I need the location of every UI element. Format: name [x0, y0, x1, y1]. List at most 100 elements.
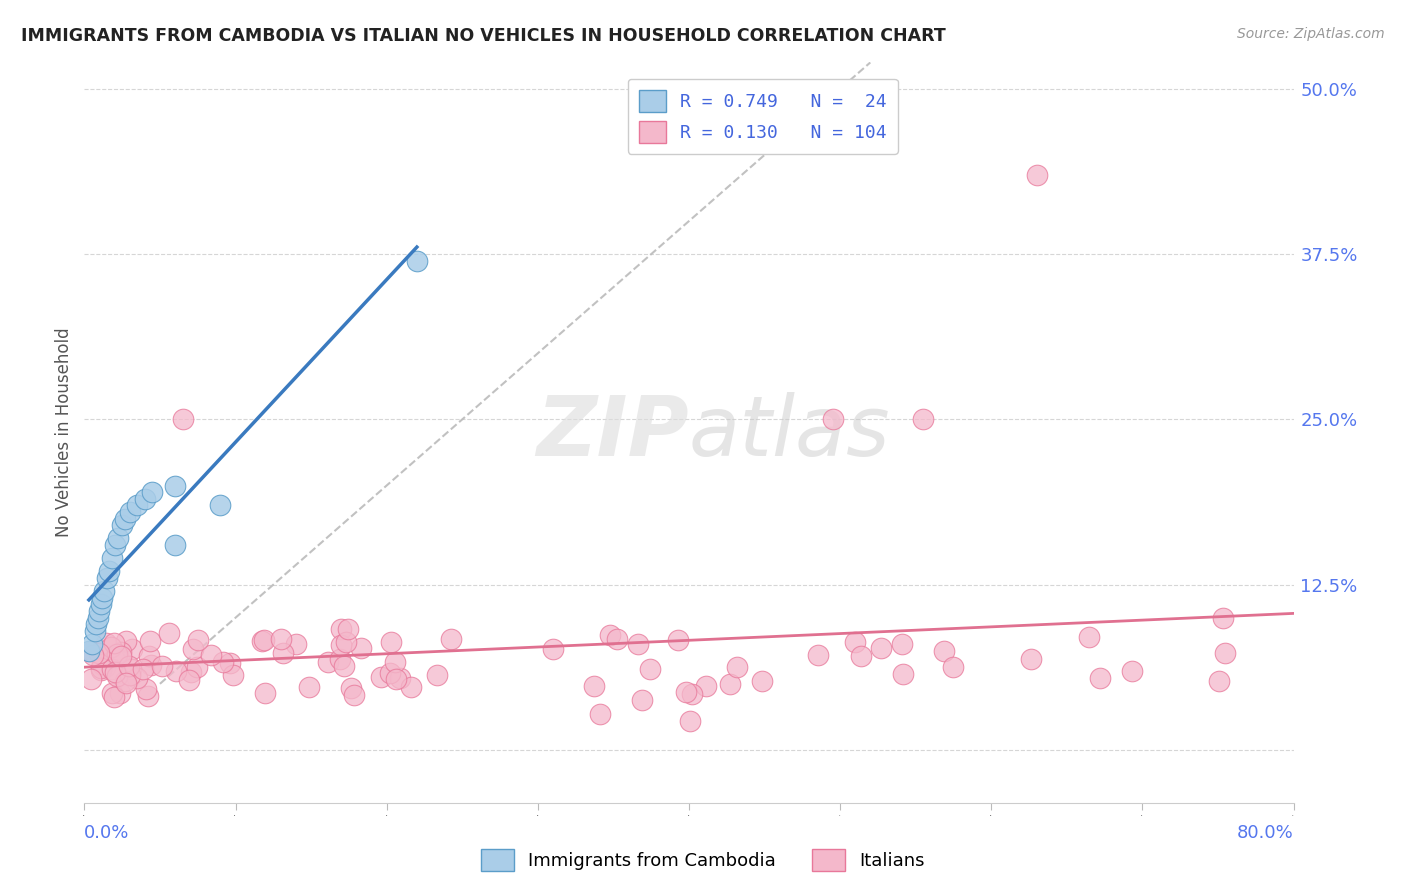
Point — [253, 686, 276, 700]
Point — [1077, 630, 1099, 644]
Point — [891, 637, 914, 651]
Y-axis label: No Vehicles in Household: No Vehicles in Household — [55, 327, 73, 538]
Point — [86, 617, 108, 632]
Point — [869, 640, 891, 655]
Point — [1021, 651, 1043, 665]
Point — [94, 660, 117, 674]
Point — [186, 660, 208, 674]
Point — [942, 660, 965, 674]
Point — [807, 648, 830, 662]
Point — [90, 663, 112, 677]
Point — [93, 584, 115, 599]
Point — [631, 693, 654, 707]
Point — [87, 611, 110, 625]
Point — [399, 680, 422, 694]
Point — [165, 478, 187, 492]
Point — [177, 673, 200, 688]
Point — [136, 689, 159, 703]
Point — [384, 672, 406, 686]
Point — [250, 633, 273, 648]
Point — [751, 674, 773, 689]
Point — [135, 682, 157, 697]
Point — [638, 662, 661, 676]
Point — [380, 635, 402, 649]
Point — [1212, 611, 1234, 625]
Point — [89, 604, 111, 618]
Point — [115, 676, 138, 690]
Point — [104, 538, 127, 552]
Point — [891, 667, 914, 681]
Point — [343, 688, 366, 702]
Point — [127, 671, 149, 685]
Point — [211, 656, 233, 670]
Point — [912, 412, 935, 426]
Point — [270, 632, 292, 646]
Text: 80.0%: 80.0% — [1237, 823, 1294, 841]
Point — [1121, 664, 1143, 678]
Point — [695, 679, 717, 693]
Point — [329, 652, 352, 666]
Point — [139, 658, 162, 673]
Point — [134, 491, 156, 506]
Point — [94, 636, 117, 650]
Point — [101, 686, 124, 700]
Point — [91, 657, 114, 672]
Point — [120, 662, 142, 676]
Point — [681, 687, 703, 701]
Point — [384, 656, 406, 670]
Point — [105, 647, 128, 661]
Point — [284, 637, 307, 651]
Point — [121, 642, 143, 657]
Point — [80, 672, 103, 686]
Point — [934, 643, 956, 657]
Point — [219, 657, 242, 671]
Point — [389, 672, 412, 686]
Point — [378, 666, 401, 681]
Point — [627, 637, 650, 651]
Point — [200, 648, 222, 663]
Point — [821, 412, 844, 426]
Point — [110, 648, 132, 663]
Point — [77, 644, 100, 658]
Text: 0.0%: 0.0% — [84, 823, 129, 841]
Point — [335, 634, 357, 648]
Point — [583, 679, 606, 693]
Point — [406, 253, 429, 268]
Text: Source: ZipAtlas.com: Source: ZipAtlas.com — [1237, 27, 1385, 41]
Point — [114, 673, 136, 688]
Point — [105, 669, 128, 683]
Point — [131, 662, 153, 676]
Point — [298, 681, 321, 695]
Point — [271, 646, 294, 660]
Point — [679, 714, 702, 729]
Point — [180, 665, 202, 679]
Point — [606, 632, 628, 647]
Point — [117, 659, 139, 673]
Point — [339, 681, 361, 695]
Point — [103, 690, 125, 704]
Point — [91, 591, 114, 605]
Point — [127, 499, 149, 513]
Point — [165, 538, 187, 552]
Point — [849, 648, 872, 663]
Point — [1088, 671, 1111, 685]
Text: IMMIGRANTS FROM CAMBODIA VS ITALIAN NO VEHICLES IN HOUSEHOLD CORRELATION CHART: IMMIGRANTS FROM CAMBODIA VS ITALIAN NO V… — [21, 27, 946, 45]
Point — [666, 632, 689, 647]
Point — [725, 659, 748, 673]
Point — [187, 633, 209, 648]
Text: atlas: atlas — [689, 392, 890, 473]
Point — [90, 661, 112, 675]
Point — [370, 670, 392, 684]
Point — [120, 668, 142, 682]
Point — [589, 706, 612, 721]
Point — [165, 664, 187, 678]
Point — [97, 565, 120, 579]
Point — [330, 622, 353, 636]
Point — [111, 518, 134, 533]
Point — [82, 648, 104, 662]
Point — [599, 628, 621, 642]
Point — [118, 505, 141, 519]
Point — [100, 640, 122, 655]
Point — [350, 640, 373, 655]
Point — [82, 643, 104, 657]
